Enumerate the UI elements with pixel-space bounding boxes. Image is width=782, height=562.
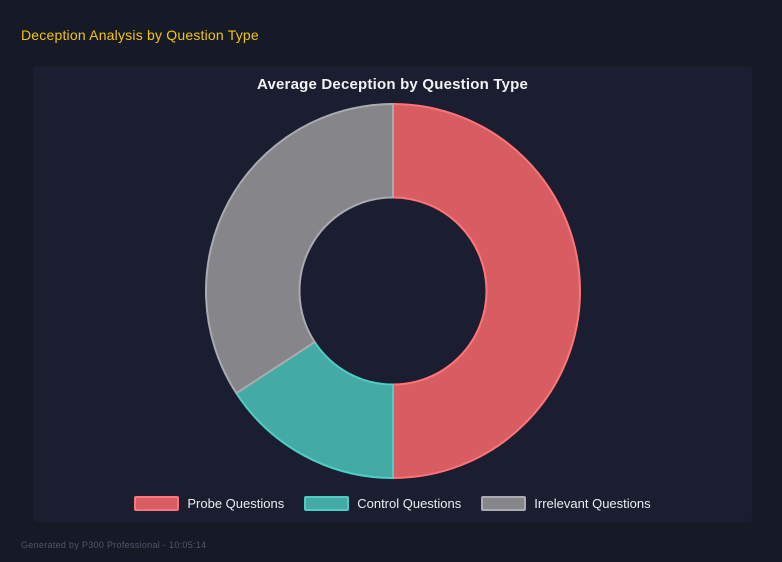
page-title: Deception Analysis by Question Type [21,27,259,43]
legend-label-probe: Probe Questions [187,496,285,511]
legend-swatch-control [304,496,350,511]
legend-swatch-irrelevant [481,496,527,511]
legend-item-control-questions[interactable]: Control Questions [304,496,461,511]
donut-chart[interactable] [33,66,752,522]
chart-title: Average Deception by Question Type [256,76,529,93]
donut-segment-control-questions[interactable] [235,341,394,479]
legend-item-probe-questions[interactable]: Probe Questions [134,496,284,511]
footer-note: Generated by P300 Professional - 10:05:1… [21,540,207,550]
donut-segment-irrelevant-questions[interactable] [205,103,394,395]
donut-segment-probe-questions[interactable] [392,103,581,479]
legend-swatch-probe [134,496,180,511]
legend-label-irrelevant: Irrelevant Questions [534,496,651,511]
chart-panel: Average Deception by Question Type Probe… [33,66,752,522]
legend-item-irrelevant-questions[interactable]: Irrelevant Questions [481,496,651,511]
legend-label-control: Control Questions [357,496,462,511]
chart-legend: Probe Questions Control Questions Irrele… [33,496,752,511]
